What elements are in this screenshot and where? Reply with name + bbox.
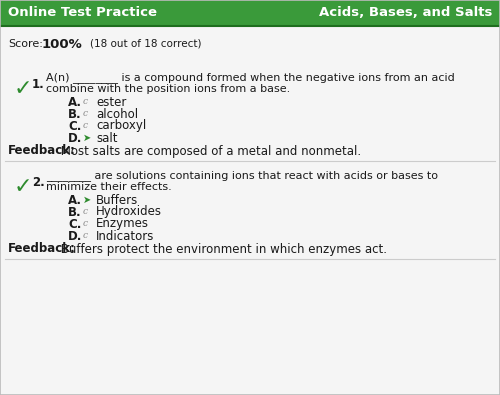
Text: A.: A.: [68, 194, 82, 207]
Text: D.: D.: [68, 132, 82, 145]
Text: B.: B.: [68, 107, 82, 120]
Text: c: c: [83, 207, 88, 216]
Text: C.: C.: [68, 120, 82, 132]
Text: 100%: 100%: [42, 38, 83, 51]
Text: ➤: ➤: [83, 133, 91, 143]
Text: Feedback:: Feedback:: [8, 243, 76, 256]
Text: Online Test Practice: Online Test Practice: [8, 6, 157, 19]
Text: Buffers protect the environment in which enzymes act.: Buffers protect the environment in which…: [57, 243, 387, 256]
Text: Acids, Bases, and Salts: Acids, Bases, and Salts: [318, 6, 492, 19]
Text: A.: A.: [68, 96, 82, 109]
Text: Hydroxides: Hydroxides: [96, 205, 162, 218]
Text: c: c: [83, 231, 88, 241]
Text: c: c: [83, 122, 88, 130]
Text: minimize their effects.: minimize their effects.: [46, 182, 172, 192]
Text: D.: D.: [68, 229, 82, 243]
Text: c: c: [83, 220, 88, 228]
Text: (18 out of 18 correct): (18 out of 18 correct): [90, 39, 202, 49]
Text: Buffers: Buffers: [96, 194, 138, 207]
Text: 1.: 1.: [32, 77, 45, 90]
Text: B.: B.: [68, 205, 82, 218]
Text: combine with the position ions from a base.: combine with the position ions from a ba…: [46, 84, 290, 94]
Text: carboxyl: carboxyl: [96, 120, 146, 132]
Text: c: c: [83, 109, 88, 118]
Text: 2.: 2.: [32, 175, 45, 188]
Text: Most salts are composed of a metal and nonmetal.: Most salts are composed of a metal and n…: [57, 145, 361, 158]
Text: ✓: ✓: [14, 177, 32, 197]
Text: Enzymes: Enzymes: [96, 218, 149, 231]
Text: salt: salt: [96, 132, 118, 145]
Text: C.: C.: [68, 218, 82, 231]
Text: c: c: [83, 98, 88, 107]
Text: ________ are solutions containing ions that react with acids or bases to: ________ are solutions containing ions t…: [46, 171, 438, 181]
Text: Feedback:: Feedback:: [8, 145, 76, 158]
Text: ➤: ➤: [83, 195, 91, 205]
Text: Score:: Score:: [8, 39, 43, 49]
Text: ✓: ✓: [14, 79, 32, 99]
Text: Indicators: Indicators: [96, 229, 154, 243]
Text: A(n) ________ is a compound formed when the negative ions from an acid: A(n) ________ is a compound formed when …: [46, 73, 455, 83]
Text: alcohol: alcohol: [96, 107, 138, 120]
Bar: [0, 0, 500, 26]
Text: ester: ester: [96, 96, 126, 109]
